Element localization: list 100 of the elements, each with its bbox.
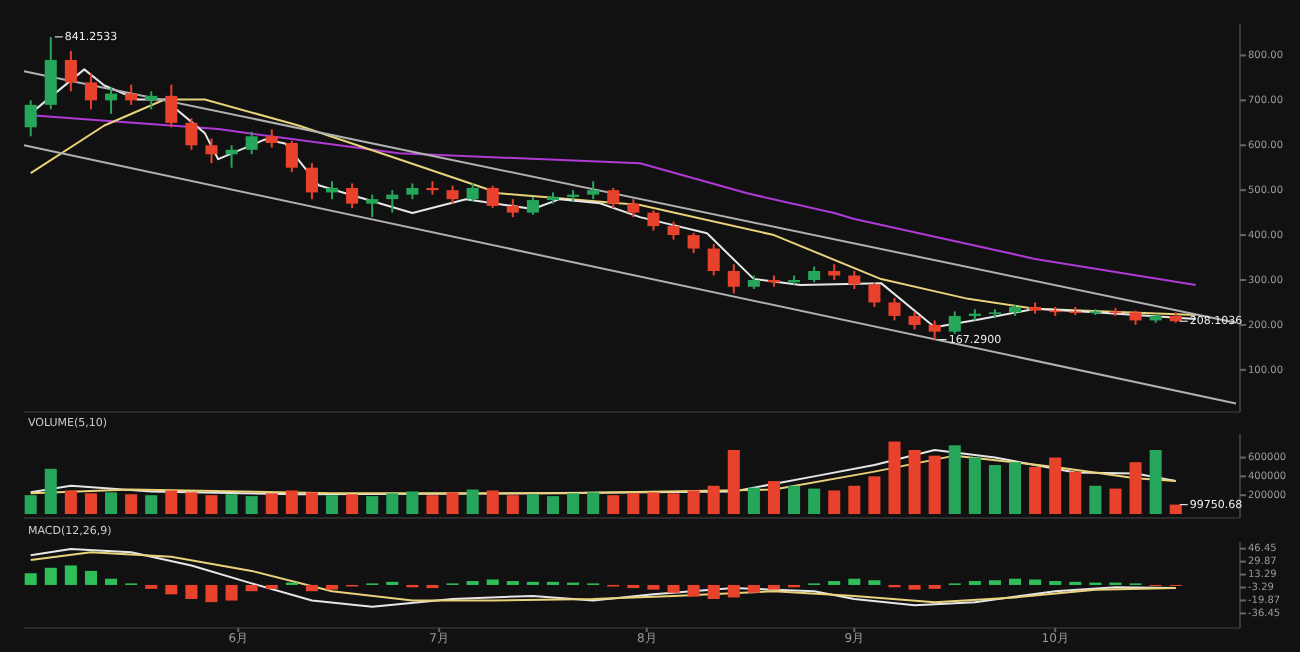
- bar: [84, 493, 97, 514]
- candlestick: [948, 310, 961, 335]
- bar: [968, 457, 981, 514]
- bar: [546, 496, 560, 514]
- candlestick: [205, 137, 218, 165]
- bar: [988, 465, 1001, 514]
- candlestick: [707, 243, 720, 277]
- bar: [1129, 462, 1142, 514]
- bar: [908, 450, 921, 514]
- bar: [406, 491, 419, 514]
- bar: [1169, 504, 1182, 514]
- bar: [486, 579, 499, 585]
- bar: [446, 492, 459, 514]
- bar: [165, 490, 178, 514]
- bar: [1049, 457, 1062, 514]
- bar: [828, 490, 841, 514]
- bar: [185, 492, 198, 514]
- bar: [908, 584, 921, 590]
- bar: [24, 495, 37, 514]
- bar: [225, 584, 238, 601]
- candlestick: [185, 117, 198, 151]
- bar: [486, 490, 499, 514]
- candlestick: [647, 209, 660, 232]
- bar: [1009, 578, 1022, 585]
- bar: [808, 488, 821, 514]
- bar: [84, 570, 97, 585]
- bar: [767, 481, 780, 514]
- bar: [687, 490, 700, 514]
- bar: [245, 584, 258, 592]
- bar: [205, 584, 218, 603]
- bar: [1109, 488, 1122, 514]
- bar: [305, 492, 318, 514]
- bar: [326, 584, 339, 590]
- bar: [44, 567, 57, 585]
- bar: [707, 584, 720, 600]
- bar: [64, 490, 77, 514]
- bar: [346, 494, 359, 514]
- candlestick: [64, 49, 77, 93]
- bar: [607, 495, 620, 514]
- candlestick: [486, 184, 499, 210]
- bar: [848, 578, 861, 585]
- candlestick: [727, 263, 740, 295]
- bar: [567, 493, 580, 514]
- bar: [125, 494, 138, 514]
- bar: [366, 496, 379, 514]
- bar: [205, 495, 218, 514]
- bar: [767, 584, 780, 590]
- bar: [145, 495, 158, 514]
- bar: [185, 584, 198, 600]
- bar: [24, 573, 37, 585]
- bar: [848, 485, 861, 514]
- bar: [647, 584, 660, 590]
- bar: [165, 584, 178, 595]
- bar: [747, 584, 760, 593]
- candlestick: [165, 83, 178, 129]
- bar: [105, 578, 118, 585]
- bar: [667, 584, 680, 593]
- bar: [948, 445, 961, 514]
- bar: [1009, 462, 1022, 514]
- bar: [747, 487, 760, 514]
- line-series: [29, 98, 1197, 317]
- candlestick: [24, 99, 37, 138]
- bar: [225, 494, 238, 514]
- bar: [1089, 485, 1102, 514]
- candlestick: [687, 231, 700, 255]
- bar: [888, 441, 901, 514]
- bar: [1069, 471, 1082, 514]
- bar: [386, 493, 399, 514]
- bar: [587, 492, 600, 514]
- bar: [727, 584, 740, 598]
- bar: [305, 584, 318, 592]
- candlestick: [84, 72, 97, 111]
- bar: [1149, 450, 1162, 514]
- bar: [667, 493, 680, 514]
- bar: [647, 492, 660, 514]
- candlestick: [346, 182, 359, 210]
- candlestick: [607, 186, 620, 210]
- bar: [285, 490, 298, 514]
- bar: [265, 493, 278, 514]
- bar: [1029, 466, 1042, 514]
- bar: [44, 468, 57, 514]
- candlestick: [285, 139, 298, 174]
- bar: [727, 450, 740, 514]
- bar: [1029, 579, 1042, 585]
- bar: [788, 485, 801, 514]
- candlestick: [305, 162, 318, 201]
- bar: [707, 485, 720, 514]
- bar: [526, 494, 539, 514]
- bar: [506, 495, 519, 514]
- bar: [627, 493, 640, 514]
- candlestick: [366, 193, 379, 219]
- bar: [687, 584, 700, 597]
- bar: [466, 489, 479, 514]
- bar: [245, 496, 258, 514]
- bar: [326, 495, 339, 514]
- bar: [928, 455, 941, 514]
- bar: [868, 476, 881, 514]
- bar: [105, 492, 118, 514]
- candlestick: [868, 281, 881, 308]
- candlestick: [888, 296, 901, 322]
